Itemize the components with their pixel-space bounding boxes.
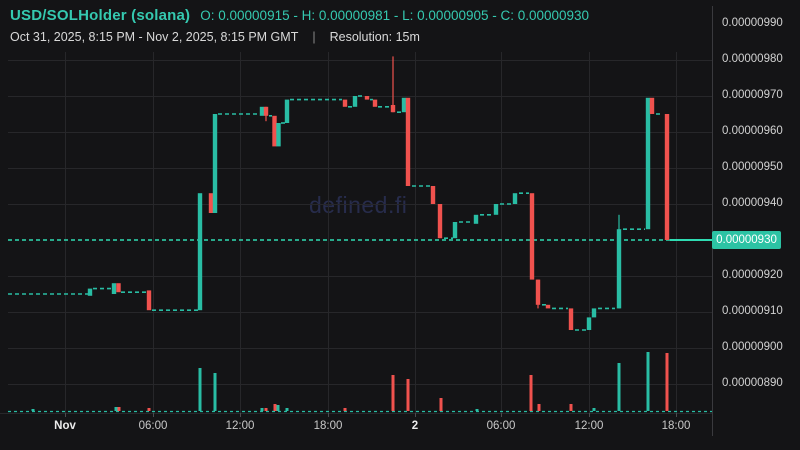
y-axis-label: 0.00000920: [722, 269, 783, 281]
y-axis-label: 0.00000970: [722, 89, 783, 101]
y-axis-label: 0.00000980: [722, 53, 783, 65]
pair-symbol: USD/SOLHolder (solana): [10, 7, 191, 24]
chart-header: USD/SOLHolder (solana) O: 0.00000915 - H…: [10, 7, 589, 44]
x-axis-label: 06:00: [486, 420, 516, 432]
header-separator: |: [312, 30, 316, 44]
resolution-label: Resolution: 15m: [329, 30, 420, 44]
x-axis-label: Nov: [54, 420, 76, 432]
y-axis-label: 0.00000890: [722, 377, 783, 389]
y-axis-label: 0.00000900: [722, 341, 783, 353]
y-axis-label: 0.00000990: [722, 17, 783, 29]
x-axis-label: 2: [411, 420, 419, 432]
x-axis-label: 06:00: [138, 420, 168, 432]
x-axis-label: 12:00: [574, 420, 604, 432]
x-axis-label: 18:00: [661, 420, 691, 432]
price-axis[interactable]: 0.00000930 0.00000990 0.00000980 0.0000097…: [712, 0, 800, 450]
current-price-tag: 0.00000930: [712, 231, 781, 249]
y-axis-label: 0.00000950: [722, 161, 783, 173]
time-axis[interactable]: Nov 06:00 12:00 18:00 2 06:00 12:00 18:00: [0, 417, 712, 450]
ohlc-readout: O: 0.00000915 - H: 0.00000981 - L: 0.000…: [200, 8, 590, 23]
y-axis-label: 0.00000960: [722, 125, 783, 137]
date-range: Oct 31, 2025, 8:15 PM - Nov 2, 2025, 8:1…: [10, 30, 299, 44]
y-axis-label: 0.00000940: [722, 197, 783, 209]
x-axis-label: 12:00: [225, 420, 255, 432]
x-axis-label: 18:00: [313, 420, 343, 432]
y-axis-label: 0.00000910: [722, 305, 783, 317]
